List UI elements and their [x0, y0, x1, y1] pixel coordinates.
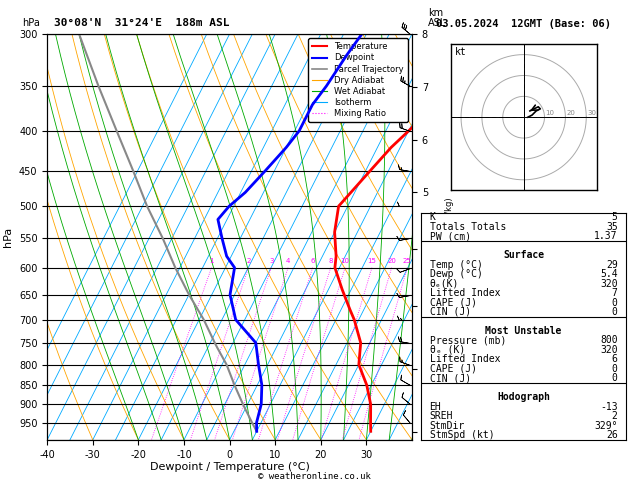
Text: Temp (°C): Temp (°C)	[430, 260, 482, 270]
Text: SREH: SREH	[430, 411, 453, 421]
Text: 5.4: 5.4	[600, 269, 618, 279]
Text: 8: 8	[328, 259, 333, 264]
Text: kt: kt	[455, 47, 467, 56]
Text: Most Unstable: Most Unstable	[486, 326, 562, 336]
Text: 0: 0	[612, 373, 618, 383]
Text: EH: EH	[430, 402, 442, 412]
Text: 320: 320	[600, 345, 618, 355]
Text: 20: 20	[567, 110, 576, 116]
Text: 35: 35	[606, 222, 618, 232]
Text: θₑ (K): θₑ (K)	[430, 345, 465, 355]
Legend: Temperature, Dewpoint, Parcel Trajectory, Dry Adiabat, Wet Adiabat, Isotherm, Mi: Temperature, Dewpoint, Parcel Trajectory…	[308, 38, 408, 122]
Text: 800: 800	[600, 335, 618, 346]
Text: 15: 15	[367, 259, 376, 264]
Text: 0: 0	[612, 297, 618, 308]
Text: Lifted Index: Lifted Index	[430, 354, 500, 364]
Text: 25: 25	[403, 259, 411, 264]
Text: Hodograph: Hodograph	[497, 392, 550, 402]
Text: 320: 320	[600, 278, 618, 289]
Text: Mixing Ratio (g/kg): Mixing Ratio (g/kg)	[445, 197, 454, 277]
Text: PW (cm): PW (cm)	[430, 231, 470, 241]
Text: hPa: hPa	[21, 18, 40, 28]
Text: CAPE (J): CAPE (J)	[430, 297, 477, 308]
Y-axis label: hPa: hPa	[3, 227, 13, 247]
Text: Dewp (°C): Dewp (°C)	[430, 269, 482, 279]
Text: 6: 6	[310, 259, 315, 264]
Text: 5: 5	[612, 212, 618, 222]
Text: Totals Totals: Totals Totals	[430, 222, 506, 232]
Text: 0: 0	[612, 307, 618, 317]
X-axis label: Dewpoint / Temperature (°C): Dewpoint / Temperature (°C)	[150, 462, 309, 472]
Text: © weatheronline.co.uk: © weatheronline.co.uk	[258, 472, 371, 481]
Text: 29: 29	[606, 260, 618, 270]
Text: 3: 3	[269, 259, 274, 264]
Text: km
ASL: km ASL	[428, 8, 447, 28]
Text: 30°08'N  31°24'E  188m ASL: 30°08'N 31°24'E 188m ASL	[55, 18, 230, 28]
Text: CIN (J): CIN (J)	[430, 307, 470, 317]
Text: θₑ(K): θₑ(K)	[430, 278, 459, 289]
Text: 30: 30	[587, 110, 596, 116]
Text: 20: 20	[387, 259, 396, 264]
Text: 2: 2	[612, 411, 618, 421]
Text: CIN (J): CIN (J)	[430, 373, 470, 383]
Text: 6: 6	[612, 354, 618, 364]
Text: StmSpd (kt): StmSpd (kt)	[430, 430, 494, 440]
Text: 26: 26	[606, 430, 618, 440]
Text: 03.05.2024  12GMT (Base: 06): 03.05.2024 12GMT (Base: 06)	[436, 19, 611, 29]
Text: CAPE (J): CAPE (J)	[430, 364, 477, 374]
Text: 4: 4	[286, 259, 291, 264]
Text: 1: 1	[209, 259, 214, 264]
Text: 1.37: 1.37	[594, 231, 618, 241]
Text: K: K	[430, 212, 435, 222]
Text: 2: 2	[247, 259, 250, 264]
Text: 10: 10	[340, 259, 350, 264]
Text: Surface: Surface	[503, 250, 544, 260]
Text: StmDir: StmDir	[430, 420, 465, 431]
Text: 329°: 329°	[594, 420, 618, 431]
Text: -13: -13	[600, 402, 618, 412]
Text: Lifted Index: Lifted Index	[430, 288, 500, 298]
Text: Pressure (mb): Pressure (mb)	[430, 335, 506, 346]
Text: 0: 0	[612, 364, 618, 374]
Text: 7: 7	[612, 288, 618, 298]
Text: 10: 10	[545, 110, 555, 116]
